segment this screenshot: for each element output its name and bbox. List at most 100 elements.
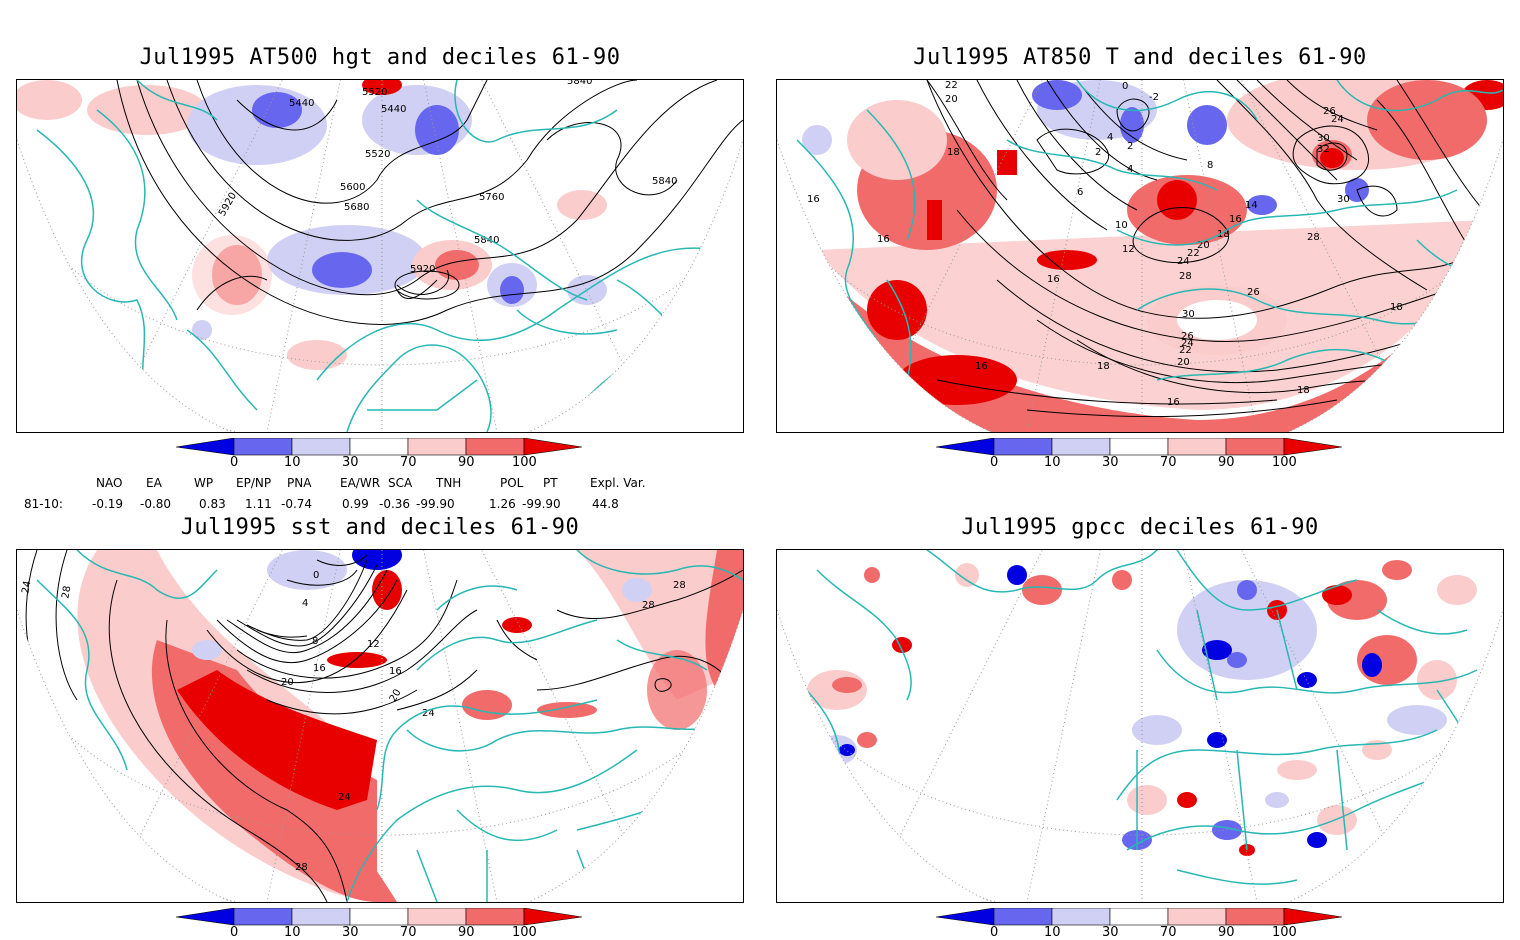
contour-label: 16 [313, 663, 326, 674]
index-header: PNA [287, 476, 312, 490]
colorbar-segment [291, 437, 351, 456]
contour-label: 26 [1181, 331, 1194, 342]
index-value: -0.36 [379, 497, 411, 511]
panel-title-sst: Jul1995 sst and deciles 61-90 [180, 515, 580, 540]
colorbar-segment [993, 437, 1053, 456]
contour-label: 22 [1187, 248, 1200, 259]
colorbar-tick-label: 90 [1218, 925, 1235, 940]
index-header: WP [194, 476, 214, 490]
colorbar-tick-label: 100 [512, 925, 537, 940]
contour-label: 20 [281, 677, 294, 688]
contour-label: 2 [1127, 141, 1133, 152]
contour-label: 14 [1245, 200, 1258, 211]
colorbar-tick-label: 100 [1272, 455, 1297, 470]
contour-label: 16 [1047, 274, 1060, 285]
colorbar-tick-label: 90 [458, 925, 475, 940]
colorbar-tick-label: 30 [342, 925, 359, 940]
contour-label: 2 [1095, 147, 1101, 158]
index-header: EA [146, 476, 162, 490]
contour-label: 22 [1179, 345, 1192, 356]
colorbar-segment [993, 907, 1053, 926]
contour-label: 5600 [340, 182, 365, 193]
contour-label: 4 [1127, 164, 1133, 175]
index-row-label: 81-10: [24, 497, 63, 511]
contour-label: 26 [1247, 287, 1260, 298]
contour-label: 16 [1167, 397, 1180, 408]
contour-label: 28 [1179, 271, 1192, 282]
colorbar-segment [523, 437, 583, 456]
colorbar-tick-label: 30 [1102, 925, 1119, 940]
colorbar-tick-label: 0 [990, 455, 999, 470]
colorbar-segment [175, 907, 235, 926]
contour-label: 28 [1307, 232, 1320, 243]
colorbar-segment [935, 437, 995, 456]
map-panel-gpcc [776, 549, 1504, 903]
index-header: EP/NP [236, 476, 272, 490]
colorbar-segment [1225, 907, 1285, 926]
map-sst: 24 28 0 4 8 12 16 16 20 20 24 28 28 24 2… [17, 550, 743, 902]
contour-label: 18 [1297, 385, 1310, 396]
index-value: 1.11 [245, 497, 272, 511]
colorbar-segment [233, 907, 293, 926]
colorbar-segment [233, 437, 293, 456]
contour-label: 6 [1077, 187, 1083, 198]
contour-label: 22 [945, 80, 958, 91]
colorbar-tick-label: 10 [1044, 455, 1061, 470]
contour-label: 5440 [289, 98, 314, 109]
index-header: SCA [388, 476, 413, 490]
panel-title-t850: Jul1995 AT850 T and deciles 61-90 [913, 45, 1367, 70]
contour-label: 5840 [567, 80, 592, 87]
colorbar-segment [1283, 907, 1343, 926]
colorbar-tick-label: 10 [1044, 925, 1061, 940]
colorbar-segment [1167, 907, 1227, 926]
contour-label: 0 [313, 570, 319, 581]
colorbar-tick-label: 30 [1102, 455, 1119, 470]
index-header: Expl. Var. [590, 476, 646, 490]
contour-label: 28 [673, 580, 686, 591]
contour-label: 24 [422, 708, 435, 719]
colorbar-tick-label: 0 [990, 925, 999, 940]
contour-label: 18 [1097, 361, 1110, 372]
colorbar-tick-label: 0 [230, 925, 239, 940]
colorbar-segment [1051, 907, 1111, 926]
colorbar-segment [1051, 437, 1111, 456]
colorbar-tick-label: 90 [458, 455, 475, 470]
index-header: NAO [96, 476, 123, 490]
colorbar-segment [1167, 437, 1227, 456]
colorbar-tick-label: 70 [1160, 925, 1177, 940]
contour-label: 18 [1390, 302, 1403, 313]
contour-label: 8 [1207, 160, 1213, 171]
contour-label: 28 [60, 585, 73, 599]
contour-label: 24 [20, 580, 33, 594]
index-value: -99.90 [522, 497, 561, 511]
contour-label: 24 [1181, 338, 1194, 349]
contour-label: 26 [1323, 106, 1336, 117]
contour-label: 30 [1317, 133, 1330, 144]
contour-label: 5520 [365, 149, 390, 160]
contour-label: 18 [947, 147, 960, 158]
contour-label: 5840 [652, 176, 677, 187]
index-value: 0.83 [199, 497, 226, 511]
colorbar-tick-label: 10 [284, 925, 301, 940]
index-value: 44.8 [592, 497, 619, 511]
map-panel-z500: 5440 5520 5440 5520 5600 5680 5760 5840 … [16, 79, 744, 433]
index-header: PT [543, 476, 558, 490]
contour-label: 16 [877, 234, 890, 245]
contour-label: 24 [338, 792, 351, 803]
contour-label: 20 [945, 94, 958, 105]
colorbar-segment [291, 907, 351, 926]
contour-label: 4 [1107, 132, 1113, 143]
contour-label: 24 [1331, 114, 1344, 125]
contour-label: 16 [389, 666, 402, 677]
contour-label: 8 [312, 636, 318, 647]
contour-label: 12 [1122, 244, 1135, 255]
contour-label: 5440 [381, 104, 406, 115]
colorbar-tick-label: 0 [230, 455, 239, 470]
colorbar-segment [935, 907, 995, 926]
colorbar-tick-label: 100 [1272, 925, 1297, 940]
contour-label: 5680 [344, 202, 369, 213]
contour-label: 12 [367, 639, 380, 650]
index-header: TNH [436, 476, 462, 490]
colorbar-segment [349, 907, 409, 926]
contour-label: 20 [1197, 240, 1210, 251]
